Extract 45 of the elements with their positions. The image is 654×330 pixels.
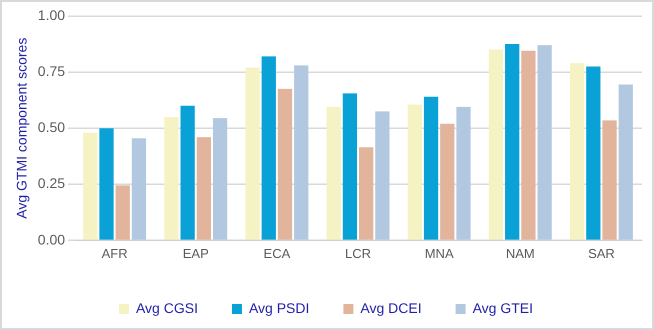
x-tick-label: MNA <box>424 246 454 261</box>
bar <box>326 106 341 240</box>
bar <box>278 88 292 240</box>
bar <box>570 63 584 240</box>
x-tick-label: NAM <box>506 246 535 261</box>
x-tick-label: SAR <box>588 246 615 261</box>
bar <box>164 116 179 240</box>
bar <box>262 56 276 240</box>
bar <box>440 124 454 240</box>
bar <box>537 45 552 240</box>
y-tick-label: 1.00 <box>38 6 66 23</box>
bar <box>505 44 520 240</box>
bar <box>456 106 471 240</box>
legend-label: Avg PSDI <box>248 300 310 316</box>
bar <box>294 65 308 240</box>
bar <box>408 104 422 240</box>
x-tick-label: LCR <box>345 246 372 261</box>
bar <box>586 66 600 240</box>
legend-label: Avg CGSI <box>136 300 198 316</box>
bar <box>602 120 617 240</box>
y-tick-label: 0.25 <box>38 175 66 192</box>
bar <box>132 138 146 240</box>
x-tick-label: EAP <box>182 246 209 261</box>
x-tick-label: AFR <box>102 246 128 261</box>
y-tick-label: 0.00 <box>38 231 66 248</box>
legend-label: Avg DCEI <box>360 300 422 316</box>
bar <box>180 106 195 240</box>
legend-label: Avg GTEI <box>472 300 534 316</box>
y-tick-label: 0.50 <box>38 119 66 136</box>
bar <box>342 93 358 240</box>
bar <box>212 118 228 240</box>
bar <box>359 147 374 240</box>
bar <box>488 50 504 240</box>
bar <box>521 50 536 240</box>
y-tick-label: 0.75 <box>38 62 66 79</box>
bar <box>116 185 130 240</box>
bar <box>196 137 212 240</box>
bar <box>99 128 114 240</box>
y-axis-title: Avg GTMI component scores <box>13 38 30 219</box>
bar <box>375 111 390 240</box>
bar <box>424 96 438 240</box>
bar <box>618 84 633 240</box>
bar <box>245 68 260 240</box>
bar <box>83 132 98 240</box>
x-tick-label: ECA <box>264 246 291 261</box>
